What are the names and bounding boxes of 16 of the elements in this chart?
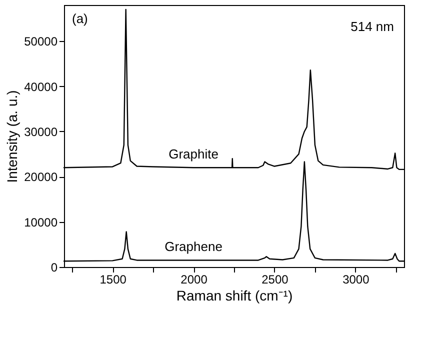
y-tick-label: 20000 xyxy=(24,170,58,184)
y-tick-label: 40000 xyxy=(24,80,58,94)
y-tick-label: 0 xyxy=(50,260,58,274)
annotation: 514 nm xyxy=(350,19,394,34)
annotation: (a) xyxy=(72,11,88,26)
x-tick-label: 2000 xyxy=(180,272,208,286)
x-tick-label: 2500 xyxy=(262,272,289,286)
x-tick-label: 3000 xyxy=(342,272,370,286)
series-label: Graphene xyxy=(164,239,222,254)
y-tick-label: 10000 xyxy=(24,215,58,230)
y-axis-title: Intensity (a. u.) xyxy=(4,90,20,183)
series-label: Graphite xyxy=(168,146,218,162)
x-tick-label: 1500 xyxy=(100,272,127,286)
y-tick-label: 50000 xyxy=(24,34,58,49)
y-tick-label: 30000 xyxy=(24,124,58,139)
x-axis-title: Raman shift (cm⁻¹) xyxy=(176,288,293,304)
